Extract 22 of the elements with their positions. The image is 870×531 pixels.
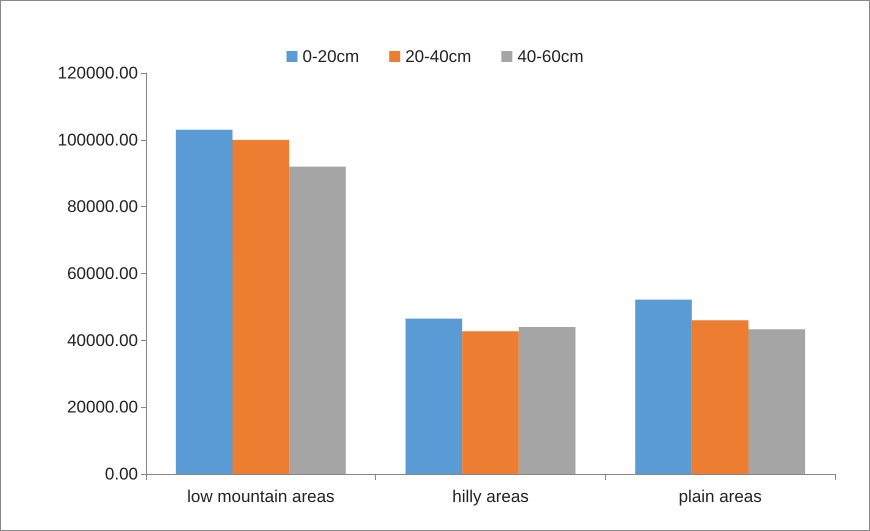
bar (462, 331, 519, 474)
y-tick-label: 40000.00 (67, 330, 138, 350)
y-tick-label: 100000.00 (58, 130, 138, 150)
y-tick-label: 120000.00 (58, 64, 138, 82)
bar (518, 326, 576, 474)
legend-label: 40-60cm (517, 47, 584, 66)
x-tick-label: low mountain areas (187, 487, 335, 506)
bar (406, 318, 462, 474)
y-tick-label: 20000.00 (67, 398, 138, 417)
bar (692, 320, 748, 474)
bar (176, 130, 233, 474)
y-tick-label: 0.00 (104, 464, 138, 484)
bar (635, 300, 692, 474)
bar (232, 140, 290, 474)
y-tick-label: 80000.00 (67, 197, 138, 216)
y-tick-label: 60000.00 (67, 264, 138, 283)
bar (748, 329, 806, 474)
legend-label: 20-40cm (405, 47, 472, 66)
bar (289, 166, 346, 474)
x-tick-label: plain areas (678, 487, 762, 506)
x-tick-label: hilly areas (452, 487, 529, 506)
legend-label: 0-20cm (302, 47, 360, 66)
